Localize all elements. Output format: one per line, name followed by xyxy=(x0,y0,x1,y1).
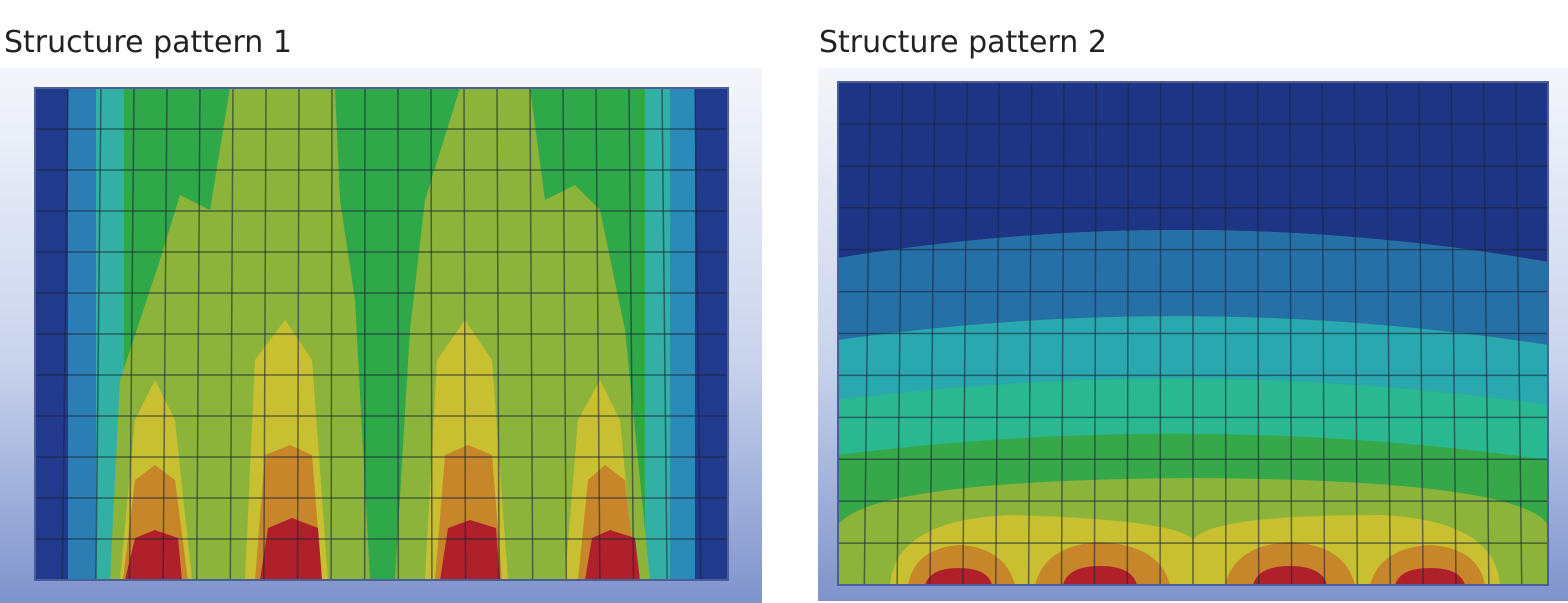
panel-title: Structure pattern 2 xyxy=(819,25,1107,60)
plot-border xyxy=(837,81,1549,586)
plot-border xyxy=(34,87,729,581)
mesh xyxy=(838,82,1548,585)
contour-plot xyxy=(35,88,728,580)
panel-title: Structure pattern 1 xyxy=(4,25,292,60)
contour-plot xyxy=(838,82,1548,585)
mesh xyxy=(35,88,728,580)
